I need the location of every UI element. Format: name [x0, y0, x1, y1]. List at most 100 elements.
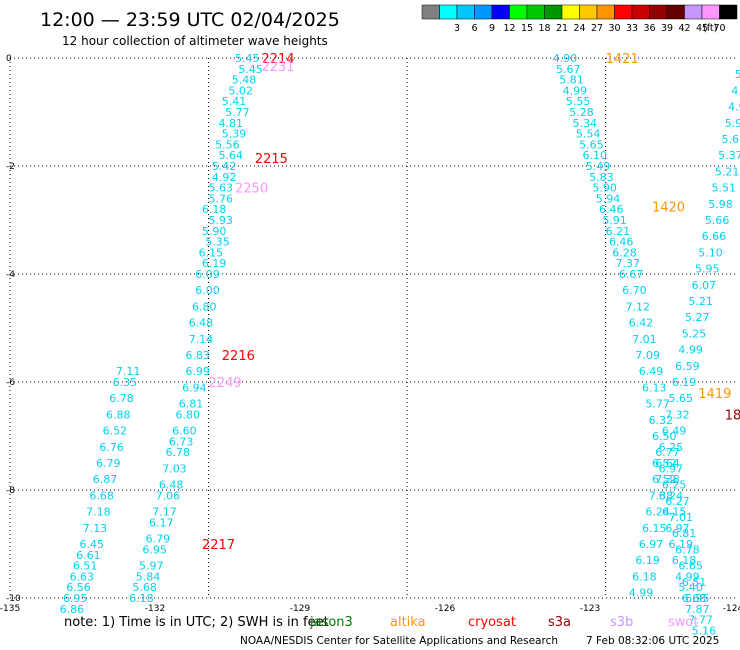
swh-value: 5.56 [215, 138, 240, 151]
swh-value: 6.61 [76, 549, 101, 562]
data-points: 5.455.455.485.025.415.774.815.395.565.64… [60, 52, 740, 637]
swh-value: 6.80 [175, 408, 200, 421]
swh-value: 5.49 [586, 160, 611, 173]
swh-value: 5.66 [705, 214, 730, 227]
x-tick-label: -124 [723, 604, 740, 614]
swh-value: 6.94 [182, 381, 207, 394]
pass-time-label: 2216 [222, 349, 255, 364]
swh-value: 6.24 [645, 506, 670, 519]
pass-time-label: 2231 [261, 60, 294, 75]
pass-time-label: 2214 [261, 52, 294, 67]
swh-value: 4.9 [728, 101, 740, 114]
x-tick-label: -129 [290, 604, 311, 614]
swh-value: 4.99 [629, 587, 654, 600]
swh-value: 6.87 [93, 473, 118, 486]
swh-value: 6.77 [655, 446, 680, 459]
swh-value: 5.65 [669, 392, 694, 405]
satellite-swot: swot [668, 615, 698, 630]
colorbar-label: 12 [503, 23, 515, 34]
swh-value: 5.45 [238, 63, 263, 76]
colorbar-swatch [526, 4, 545, 20]
swh-value: 5.91 [602, 214, 627, 227]
swh-value: 6.78 [675, 543, 700, 556]
swh-value: 5.40 [678, 581, 703, 594]
swh-value: 5.67 [556, 63, 581, 76]
pass-time-label: 1419 [698, 387, 731, 402]
y-tick-label: -2 [6, 162, 15, 172]
swh-value: 5.42 [212, 160, 237, 173]
swh-value: 5.98 [708, 198, 733, 211]
x-tick-label: -126 [435, 604, 456, 614]
swh-value: 4.4 [731, 84, 740, 97]
colorbar: 3 6 9 12 15 18 21 24 27 30 33 36 39 42 45 70(ft) [421, 4, 738, 34]
swh-value: 6.79 [96, 457, 121, 470]
swh-value: 6.80 [192, 300, 217, 313]
swh-value: 6.56 [66, 581, 91, 594]
swh-value: 4.99 [678, 344, 703, 357]
colorbar-swatch [561, 4, 580, 20]
colorbar-swatch [596, 4, 615, 20]
swh-value: 6.15 [662, 506, 687, 519]
swh-value: 7.06 [156, 489, 181, 502]
y-tick-label: -8 [6, 486, 15, 496]
swh-value: 6.52 [652, 457, 677, 470]
colorbar-label: 39 [661, 23, 673, 34]
swh-value: 5.21 [715, 165, 740, 178]
colorbar-label: 27 [591, 23, 603, 34]
swh-value: 6.52 [652, 473, 677, 486]
swh-value: 6.18 [672, 554, 697, 567]
swh-value: 6.24 [659, 489, 684, 502]
swh-value: 6.60 [172, 425, 197, 438]
swh-value: 7.87 [685, 603, 710, 616]
swh-value: 6.63 [70, 570, 95, 583]
swh-value: 5.94 [596, 192, 621, 205]
swh-value: 6.46 [599, 203, 624, 216]
satellite-s3a: s3a [548, 615, 571, 630]
colorbar-label: 45 [696, 23, 708, 34]
swh-value: 6.88 [106, 408, 131, 421]
satellite-s3b: s3b [610, 615, 633, 630]
swh-value: 6.73 [169, 435, 194, 448]
swh-value: 5.45 [235, 52, 260, 65]
swh-value: 6.66 [702, 230, 727, 243]
swh-value: 6.45 [79, 538, 104, 551]
colorbar-label: 70 [713, 23, 725, 34]
swh-value: 6.35 [113, 376, 138, 389]
swh-value: 5.68 [132, 581, 157, 594]
swh-value: 4.81 [218, 117, 243, 130]
colorbar-swatch [614, 4, 633, 20]
swh-value: 5.63 [209, 182, 234, 195]
swh-value: 5.39 [222, 128, 247, 141]
colorbar-label: 18 [538, 23, 550, 34]
swh-value: 5.35 [205, 236, 230, 249]
swh-value: 5.9 [725, 117, 740, 130]
swh-value: 6.65 [678, 560, 703, 573]
swh-value: 7.37 [616, 257, 641, 270]
pass-time-label: 1421 [606, 52, 639, 67]
swh-value: 6.19 [202, 257, 227, 270]
swh-value: 5.28 [569, 106, 594, 119]
swh-value: 6.10 [582, 149, 607, 162]
swh-value: 6.19 [635, 554, 660, 567]
swh-value: 6.48 [189, 317, 214, 330]
swh-value: 6.07 [692, 279, 717, 292]
swh-value: 6.78 [109, 392, 134, 405]
swh-value: 5.34 [573, 117, 598, 130]
swh-value: 6.25 [662, 479, 687, 492]
swh-value: 5.48 [232, 74, 257, 87]
colorbar-swatch [719, 4, 738, 20]
page-title: 12:00 — 23:59 UTC 02/04/2025 [40, 9, 340, 31]
footer: note: 1) Time is in UTC; 2) SWH is in fe… [64, 615, 719, 647]
swh-value: 7.09 [635, 349, 660, 362]
swh-value: 6.50 [652, 430, 677, 443]
pass-time-label: 2249 [209, 376, 242, 391]
swh-value: 6.18 [129, 592, 154, 605]
y-tick-label: 0 [6, 54, 12, 64]
swh-value: 5.9 [735, 68, 740, 81]
colorbar-label: 9 [489, 23, 495, 34]
satellite-altika: altika [390, 615, 426, 630]
colorbar-label: 42 [678, 23, 690, 34]
swh-value: 6.19 [672, 376, 697, 389]
